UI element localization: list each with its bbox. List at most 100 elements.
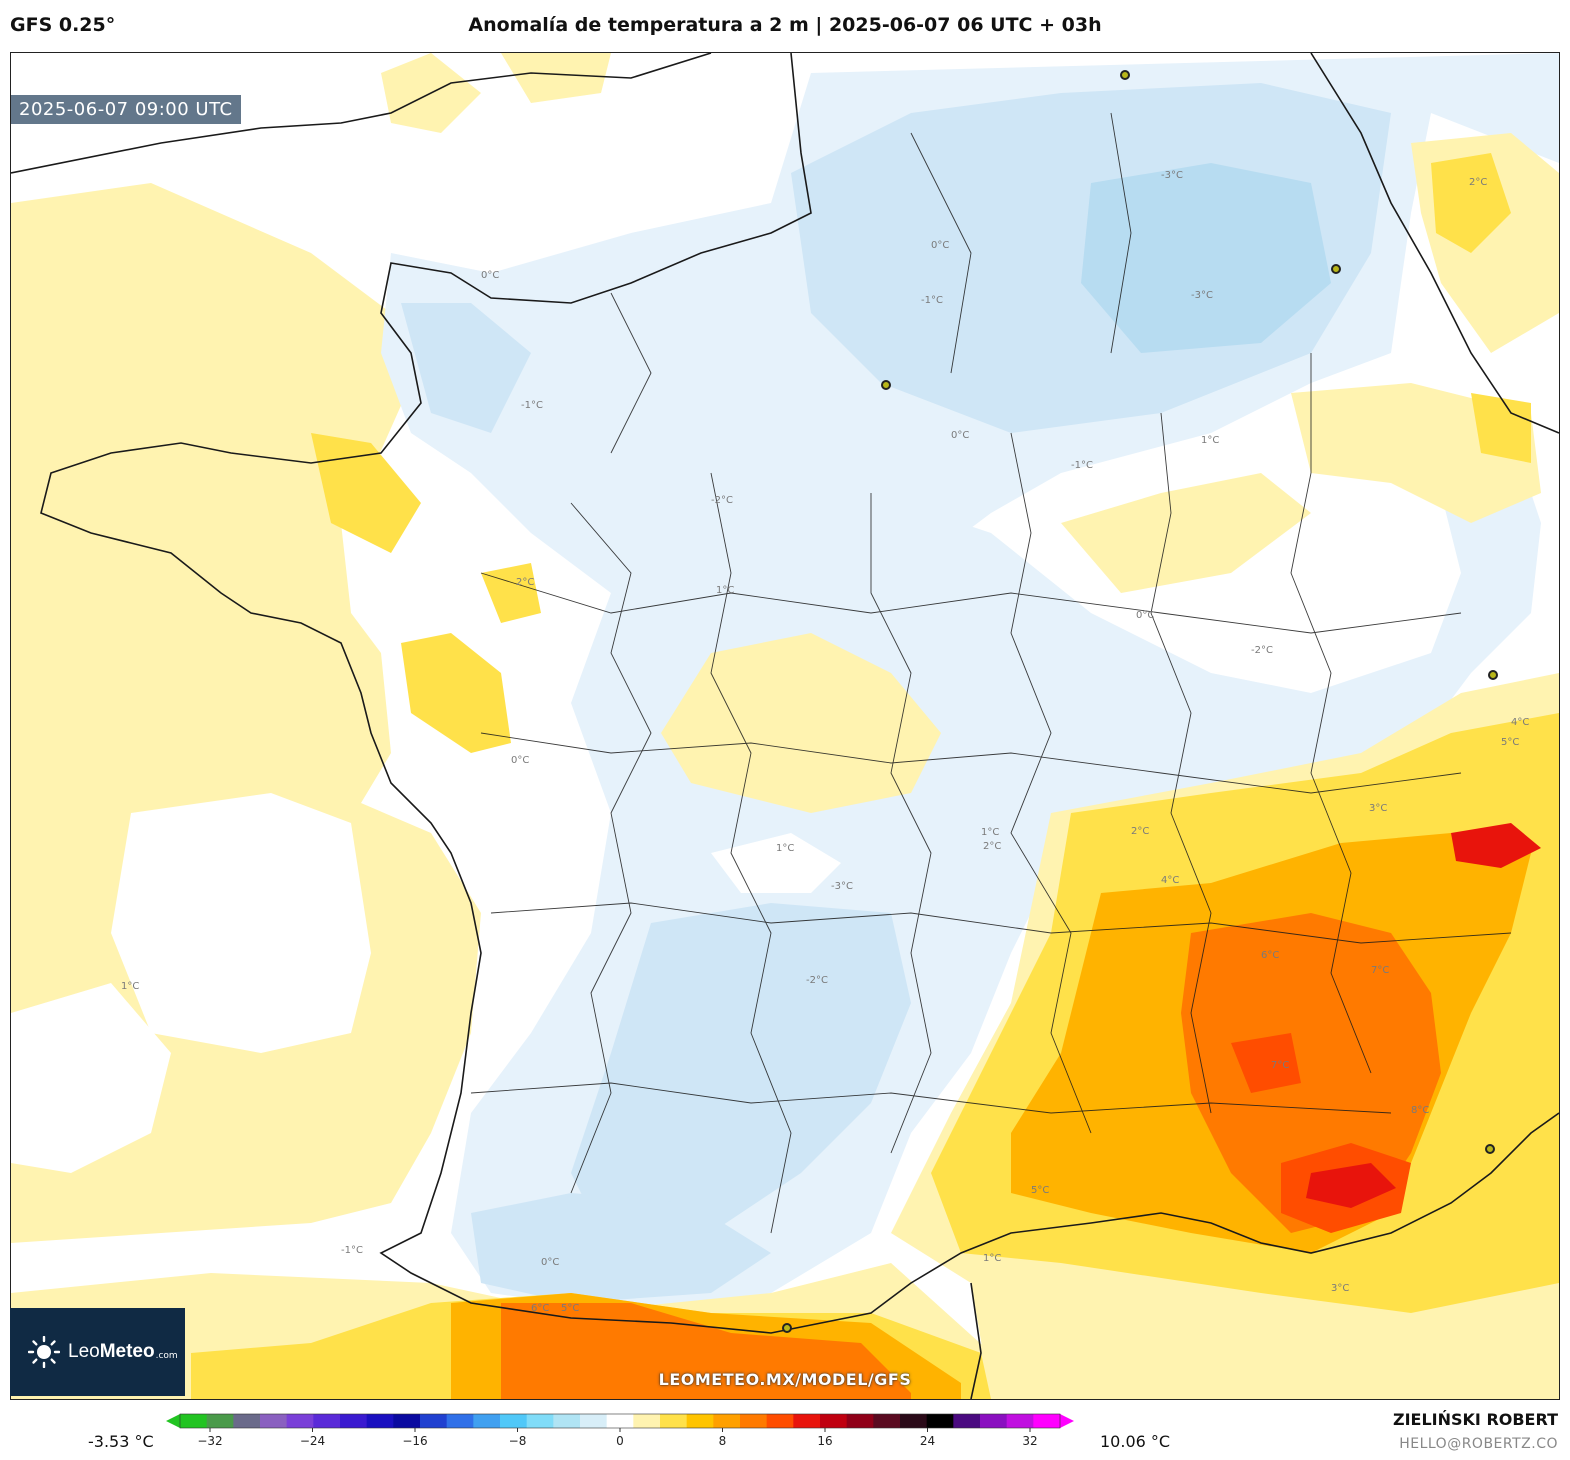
- contour-label: 2°C: [983, 841, 1001, 852]
- coastlines-borders: [11, 53, 1559, 1399]
- contour-label: 3°C: [1369, 803, 1387, 814]
- colorbar-segment: [953, 1414, 981, 1428]
- colorbar-segment: [820, 1414, 848, 1428]
- contour-label: 1°C: [1201, 435, 1219, 446]
- model-label: GFS 0.25°: [10, 14, 116, 36]
- contour-label: 0°C: [951, 430, 969, 441]
- contour-label: 1°C: [716, 585, 734, 596]
- colorbar-segment: [313, 1414, 341, 1428]
- colorbar-segment: [606, 1414, 634, 1428]
- colorbar-segment: [446, 1414, 474, 1428]
- monaco-marker: [1485, 1144, 1495, 1154]
- colorbar-segment: [526, 1414, 554, 1428]
- bay-biscay-white: [11, 983, 171, 1173]
- colorbar-segment: [393, 1414, 421, 1428]
- temperature-anomaly-map[interactable]: 0°C 0°C 0°C 0°C 0°C 0°C -1°C -1°C -1°C -…: [10, 52, 1560, 1400]
- colorbar: −32 −24 −16 −8 0 8 16 24 32: [166, 1413, 1074, 1448]
- colorbar-max-arrow: [1060, 1414, 1074, 1428]
- colorbar-segment: [553, 1414, 581, 1428]
- coast-hottest: [1306, 1163, 1396, 1208]
- contour-label: 7°C: [1371, 965, 1389, 976]
- contour-label: 0°C: [481, 270, 499, 281]
- contour-label: 3°C: [1331, 1283, 1349, 1294]
- colorbar-max-label: 10.06 °C: [1100, 1432, 1171, 1451]
- colorbar-tick-label: −24: [300, 1434, 325, 1448]
- contour-label: 1°C: [983, 1253, 1001, 1264]
- leometeo-logo[interactable]: LeoMeteo .com: [10, 1308, 185, 1396]
- colorbar-segment: [233, 1414, 261, 1428]
- colorbar-segment: [740, 1414, 768, 1428]
- colorbar-tick-label: 32: [1022, 1434, 1037, 1448]
- colorbar-segment: [180, 1414, 208, 1428]
- loire-warm: [401, 633, 511, 753]
- contour-label: -1°C: [341, 1245, 363, 1256]
- colorbar-segment: [713, 1414, 741, 1428]
- colorbar-segment: [633, 1414, 661, 1428]
- andorra-marker: [782, 1323, 792, 1333]
- northsea-warm-2: [501, 53, 611, 103]
- colorbar-segment: [340, 1414, 368, 1428]
- map-canvas: 0°C 0°C 0°C 0°C 0°C 0°C -1°C -1°C -1°C -…: [11, 53, 1559, 1399]
- contour-label: 5°C: [1501, 737, 1519, 748]
- colorbar-tick-label: 16: [817, 1434, 832, 1448]
- provence-hotter: [1231, 1033, 1301, 1093]
- colorbar-tick-label: 8: [719, 1434, 727, 1448]
- colorbar-segment: [420, 1414, 448, 1428]
- colorbar-tick-label: −32: [197, 1434, 222, 1448]
- alsace-warm: [1061, 473, 1311, 593]
- colorbar-tick-label: 24: [920, 1434, 935, 1448]
- contour-label: -2°C: [806, 975, 828, 986]
- colorbar-segment: [660, 1414, 688, 1428]
- normandy-cold: [401, 303, 531, 433]
- colorbar-segment: [766, 1414, 794, 1428]
- contour-label: 4°C: [1511, 717, 1529, 728]
- valid-time-badge: 2025-06-07 09:00 UTC: [11, 95, 241, 124]
- contour-label: 1°C: [121, 981, 139, 992]
- contour-label: -3°C: [1191, 290, 1213, 301]
- city-markers: [782, 70, 1498, 1333]
- contour-label: 4°C: [1161, 875, 1179, 886]
- contour-label: -1°C: [921, 295, 943, 306]
- colorbar-segment: [500, 1414, 528, 1428]
- author-name: ZIELIŃSKI ROBERT: [1392, 1410, 1558, 1429]
- colorbar-tick-label: −16: [402, 1434, 427, 1448]
- contour-label: 2°C: [1131, 826, 1149, 837]
- brittany-warm: [311, 433, 421, 553]
- contour-label: 2°C: [1469, 177, 1487, 188]
- colorbar-segment: [873, 1414, 901, 1428]
- chart-title: Anomalía de temperatura a 2 m | 2025-06-…: [468, 14, 1102, 36]
- burgundy-warm: [661, 633, 941, 813]
- colorbar-segment: [980, 1414, 1008, 1428]
- colorbar-segment: [926, 1414, 954, 1428]
- belgium-cold-dark: [1081, 163, 1331, 353]
- turin-marker: [1488, 670, 1498, 680]
- contour-label: -3°C: [831, 881, 853, 892]
- department-borders: [470, 112, 1512, 1234]
- colorbar-tick-label: −8: [509, 1434, 527, 1448]
- logo-tld: .com: [155, 1351, 178, 1361]
- colorbar-segment: [260, 1414, 288, 1428]
- contour-label: 8°C: [1411, 1105, 1429, 1116]
- contour-label: 2°C: [516, 577, 534, 588]
- contour-label: 5°C: [1031, 1185, 1049, 1196]
- contour-label: -1°C: [1071, 460, 1093, 471]
- watermark-url: LEOMETEO.MX/MODEL/GFS: [658, 1370, 912, 1389]
- contour-label: 0°C: [931, 240, 949, 251]
- colorbar-segment: [286, 1414, 314, 1428]
- colorbar-segment: [366, 1414, 394, 1428]
- pyrenees-hot: [501, 1303, 911, 1399]
- colorbar-segment: [1033, 1414, 1061, 1428]
- colorbar-tick-label: 0: [616, 1434, 624, 1448]
- contour-label: 1°C: [776, 843, 794, 854]
- contour-label: -2°C: [711, 495, 733, 506]
- colorbar-segment: [900, 1414, 928, 1428]
- author-email: HELLO@ROBERTZ.CO: [1399, 1436, 1558, 1452]
- paris-marker: [881, 380, 891, 390]
- colorbar-segment: [206, 1414, 234, 1428]
- luxembourg-marker: [1331, 264, 1341, 274]
- colorbar-segment: [686, 1414, 714, 1428]
- contour-label: 5°C: [561, 1303, 579, 1314]
- southwest-cold: [471, 1193, 771, 1303]
- atlantic-white-patch: [111, 793, 371, 1053]
- contour-label: -3°C: [1161, 170, 1183, 181]
